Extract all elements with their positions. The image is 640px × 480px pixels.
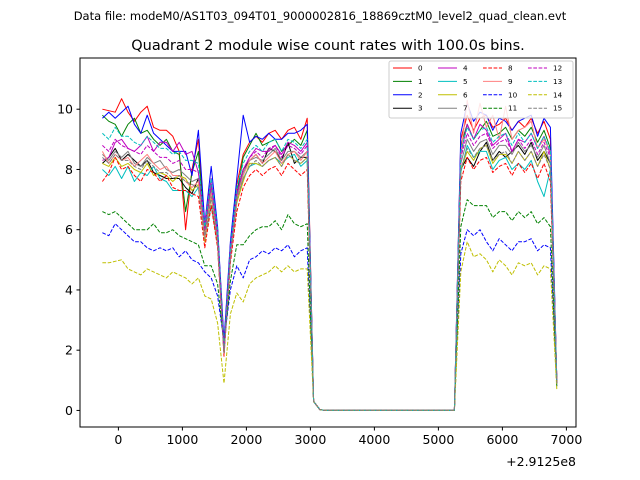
y-tick-label: 0 [65,403,73,418]
x-tick-label: 5000 [422,432,454,447]
legend-label-6: 6 [463,90,468,99]
y-tick-label: 2 [65,343,73,358]
series-line-14 [102,241,558,411]
series-group [101,98,558,411]
x-tick-label: 7000 [550,432,582,447]
y-tick-label: 10 [57,102,73,117]
legend-label-2: 2 [418,90,423,99]
series-line-12 [102,132,558,411]
legend-label-12: 12 [553,64,562,73]
legend-label-13: 13 [553,77,562,86]
series-line-1 [102,114,558,411]
legend-label-9: 9 [508,77,513,86]
series-line-4 [102,123,558,411]
legend-label-1: 1 [418,77,423,86]
x-offset-label: +2.9125e8 [506,454,576,469]
legend-label-7: 7 [463,104,468,113]
series-line-5 [102,144,558,411]
x-tick-label: 0 [114,432,122,447]
y-tick-label: 4 [65,282,73,297]
legend-label-3: 3 [418,104,423,113]
x-tick-label: 4000 [358,432,390,447]
legend-label-11: 11 [508,104,517,113]
legend-label-10: 10 [508,90,518,99]
x-tick-label: 3000 [294,432,326,447]
y-tick-label: 6 [65,222,73,237]
legend-label-4: 4 [463,64,468,73]
series-line-11 [102,199,558,411]
x-tick-label: 2000 [230,432,262,447]
legend-label-5: 5 [463,77,468,86]
y-tick-label: 8 [65,162,73,177]
series-line-6 [102,144,558,411]
chart-title: Quadrant 2 module wise count rates with … [131,38,525,54]
plot-area: 0 1000 2000 3000 4000 5000 6000 700002468100123… [57,57,582,447]
axes-frame [79,57,577,428]
x-tick-label: 6000 [486,432,518,447]
legend-label-0: 0 [418,64,423,73]
x-tick-label: 1000 [166,432,198,447]
legend-label-8: 8 [508,64,513,73]
series-line-10 [102,223,558,411]
series-line-13 [102,126,558,411]
legend-label-14: 14 [553,90,563,99]
series-line-8 [101,156,558,411]
legend-label-15: 15 [553,104,562,113]
series-line-15 [102,144,558,411]
suptitle: Data file: modeM0/AS1T03_094T01_90000028… [74,9,567,23]
legend-box [388,60,574,119]
